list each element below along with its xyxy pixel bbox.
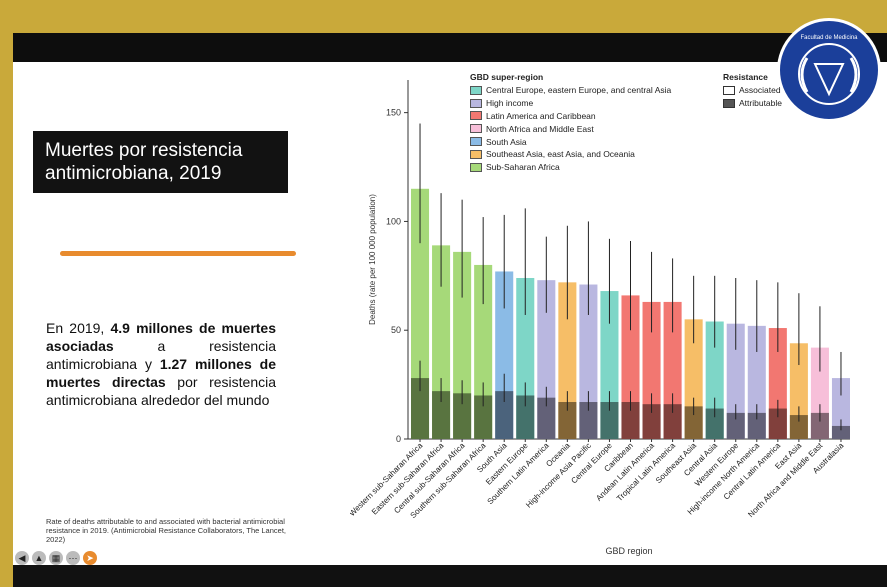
legend-label: Associated (739, 85, 781, 96)
y-tick-label: 50 (391, 325, 401, 335)
legend-swatch (470, 111, 482, 121)
legend-swatch (723, 85, 735, 95)
back-arrow-icon[interactable]: ◀ (15, 551, 29, 565)
y-tick-label: 0 (396, 434, 401, 444)
bar-associated (432, 245, 451, 439)
legend-swatch (470, 98, 482, 108)
bar-attributable (600, 402, 619, 439)
y-tick-label: 100 (386, 216, 401, 226)
bar-attributable (411, 378, 430, 439)
bar-attributable (537, 397, 556, 439)
body-text-1: En 2019, (46, 320, 111, 336)
bar-associated (726, 323, 745, 439)
bar-attributable (747, 412, 766, 439)
y-tick-label: 150 (386, 108, 401, 118)
legend-label: High income (486, 98, 534, 109)
legend-swatch (470, 124, 482, 134)
legend-item: South Asia (470, 135, 671, 148)
bar-associated (747, 325, 766, 439)
faculty-logo: Facultad de Medicina (777, 18, 881, 122)
x-axis-label: GBD region (605, 546, 652, 556)
legend-title: GBD super-region (470, 72, 544, 82)
bar-attributable (558, 402, 577, 439)
bar-attributable (768, 408, 787, 439)
bar-attributable (789, 415, 808, 439)
legend-item: North Africa and Middle East (470, 122, 671, 135)
body-bold-1: 4.9 millones de muertes asociadas (46, 320, 276, 354)
bar-associated (831, 378, 850, 439)
legend-label: South Asia (486, 136, 527, 147)
more-options-icon[interactable]: ⋯ (66, 551, 80, 565)
bar-attributable (642, 404, 661, 439)
slide-title: Muertes por resistencia antimicrobiana, … (33, 131, 288, 193)
slide-body-text: En 2019, 4.9 millones de muertes asociad… (46, 319, 276, 409)
legend-label: Attributable (739, 98, 782, 109)
bar-associated (453, 251, 472, 439)
legend-resistance-title: Resistance (723, 72, 768, 82)
bar-attributable (831, 425, 850, 439)
body-text-3: por resistencia antimicrobiana alrededor… (46, 374, 276, 408)
figure-caption: Rate of deaths attributable to and assoc… (46, 517, 286, 544)
legend-item: Sub-Saharan Africa (470, 161, 671, 174)
x-tick-label: Western sub-Saharan Africa (350, 441, 425, 518)
legend-item: High income (470, 97, 671, 110)
y-axis-label: Deaths (rate per 100 000 population) (368, 194, 377, 325)
legend-item: Southeast Asia, east Asia, and Oceania (470, 148, 671, 161)
body-text-2: a resistencia antimicrobiana y (46, 338, 276, 372)
bar-associated (411, 188, 430, 439)
next-arrow-icon[interactable]: ➤ (83, 551, 97, 565)
pen-icon[interactable]: ▲ (32, 551, 46, 565)
legend-item: Central Europe, eastern Europe, and cent… (470, 84, 671, 97)
legend-label: Southeast Asia, east Asia, and Oceania (486, 149, 635, 160)
bar-associated (789, 343, 808, 439)
legend-label: Latin America and Caribbean (486, 110, 596, 121)
legend-label: Sub-Saharan Africa (486, 162, 560, 173)
legend-swatch (470, 162, 482, 172)
legend-swatch (470, 137, 482, 147)
bar-attributable (663, 404, 682, 439)
bar-associated (579, 284, 598, 439)
bar-attributable (474, 395, 493, 439)
legend-super-region: GBD super-region Central Europe, eastern… (470, 72, 671, 174)
bar-attributable (579, 402, 598, 439)
legend-item: Associated (723, 84, 782, 97)
bar-attributable (726, 412, 745, 439)
legend-label: Central Europe, eastern Europe, and cent… (486, 85, 672, 96)
bar-attributable (684, 406, 703, 439)
orange-divider (60, 251, 296, 256)
logo-text: Facultad de Medicina (800, 35, 858, 41)
bar-attributable (432, 391, 451, 439)
legend-swatch (470, 149, 482, 159)
bar-attributable (453, 393, 472, 439)
slides-grid-icon[interactable]: ▦ (49, 551, 63, 565)
legend-resistance: Resistance Associated Attributable (723, 72, 782, 110)
crest-icon (798, 43, 860, 105)
body-bold-2: 1.27 millones de muertes directas (46, 356, 276, 390)
legend-swatch (470, 85, 482, 95)
bar-chart: 0 50 100 150 Deaths (rate per 100 000 popula… (350, 80, 850, 556)
bar-attributable (705, 408, 724, 439)
legend-item: Attributable (723, 97, 782, 110)
bar-attributable (810, 412, 829, 439)
legend-label: North Africa and Middle East (486, 123, 594, 134)
bottom-bar (13, 565, 887, 587)
bar-attributable (621, 402, 640, 439)
legend-swatch (723, 98, 735, 108)
legend-item: Latin America and Caribbean (470, 110, 671, 123)
bar-attributable (495, 391, 514, 439)
slide-controls: ◀ ▲ ▦ ⋯ ➤ (15, 551, 97, 565)
bar-associated (558, 282, 577, 439)
bar-attributable (516, 395, 535, 439)
